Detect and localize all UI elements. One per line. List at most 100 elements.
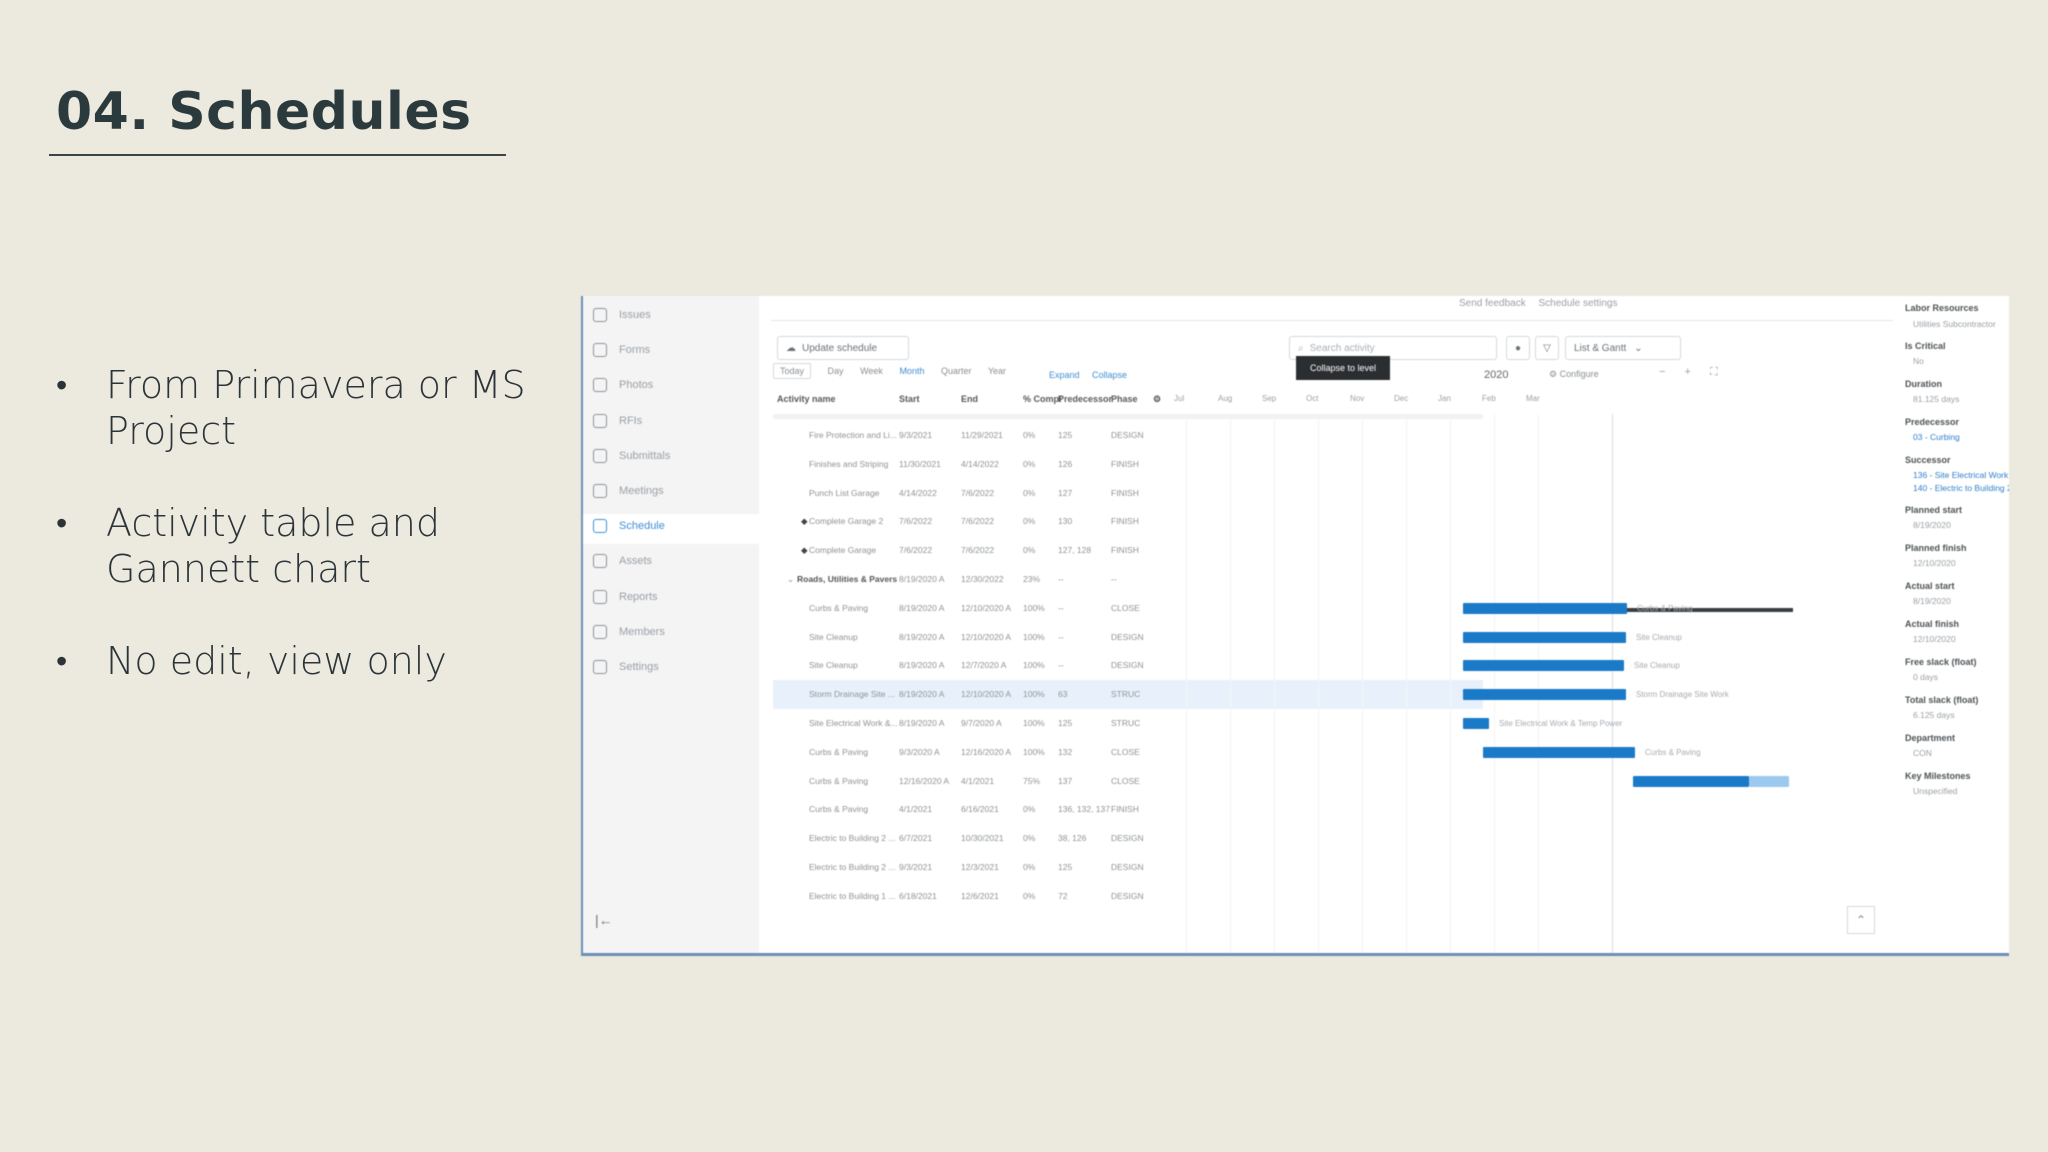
sidebar-item-assets[interactable]: Assets xyxy=(593,550,652,572)
cell-start: 12/16/2020 A xyxy=(899,775,950,786)
tab-day[interactable]: Day xyxy=(827,366,844,376)
cell-pred: 136, 132, 137 xyxy=(1058,804,1110,815)
cell-name: Complete Garage 2 xyxy=(809,516,884,527)
table-row[interactable]: Electric to Building 2 ... 6/7/2021 10/30/… xyxy=(773,824,1483,853)
table-header: Activity name Start End % Compl Predeces… xyxy=(773,390,1163,410)
expand-button[interactable]: Expand xyxy=(1049,370,1080,380)
table-row[interactable]: Fire Protection and Li... 9/3/2021 11/29/2… xyxy=(773,421,1483,450)
col-end[interactable]: End xyxy=(961,394,978,404)
sidebar-item-reports[interactable]: Reports xyxy=(593,586,658,608)
tab-week[interactable]: Week xyxy=(860,366,883,376)
gantt-bar[interactable] xyxy=(1633,775,1749,787)
schedule-icon xyxy=(593,519,607,534)
tooltip: Collapse to level xyxy=(1296,356,1390,380)
sidebar-item-photos[interactable]: Photos xyxy=(593,374,653,396)
configure-button[interactable]: ⚙ Configure xyxy=(1549,369,1599,380)
sidebar-item-settings[interactable]: Settings xyxy=(593,656,659,678)
cell-name: Curbs & Paving xyxy=(809,602,869,613)
table-row[interactable]: Site Electrical Work &... 8/19/2020 A 9/7/… xyxy=(773,709,1483,738)
schedule-settings-link[interactable]: Schedule settings xyxy=(1538,298,1618,309)
cell-name: Fire Protection and Li... xyxy=(809,430,897,440)
table-row[interactable]: Curbs & Paving 4/1/2021 6/16/2021 0% 136, 13… xyxy=(773,795,1483,824)
table-row[interactable]: Storm Drainage Site ... 8/19/2020 A 12/10/… xyxy=(773,680,1483,710)
table-row[interactable]: Finishes and Striping 11/30/2021 4/14/2022… xyxy=(773,450,1483,479)
cell-pred: 125 xyxy=(1058,430,1073,440)
sidebar-item-members[interactable]: Members xyxy=(593,621,665,643)
sidebar-item-rfis[interactable]: RFIs xyxy=(593,410,642,432)
table-row[interactable]: Curbs & Paving 9/3/2020 A 12/16/2020 A 100%… xyxy=(773,738,1483,767)
cell-pred: -- xyxy=(1058,574,1064,584)
cell-phase: FINISH xyxy=(1111,516,1139,527)
month-label: Aug xyxy=(1218,394,1233,403)
successor-link-1[interactable]: 136 - Site Electrical Work & Temp Power xyxy=(1913,470,2009,480)
collapse-button[interactable]: Collapse xyxy=(1092,370,1128,380)
month-label: Sep xyxy=(1262,394,1277,403)
filter-person-icon[interactable]: ● xyxy=(1506,336,1530,360)
table-row[interactable]: Roads, Utilities & Pavers 8/19/2020 A 12/3… xyxy=(773,565,1483,594)
cell-phase: CLOSE xyxy=(1111,775,1140,786)
sidebar-item-label: Assets xyxy=(619,555,653,568)
col-activity-name[interactable]: Activity name xyxy=(777,394,836,404)
tab-year[interactable]: Year xyxy=(987,366,1007,376)
gantt-bar[interactable] xyxy=(1463,689,1626,701)
sidebar-item-schedule[interactable]: Schedule xyxy=(593,515,665,537)
zoom-controls[interactable]: − + ⛶ xyxy=(1659,366,1726,378)
collapse-sidebar-icon[interactable]: |← xyxy=(595,912,613,928)
cell-start: 8/19/2020 A xyxy=(899,631,945,642)
gantt-bar[interactable] xyxy=(1483,746,1635,758)
scroll-up-icon[interactable]: ⌃ xyxy=(1847,906,1875,934)
sidebar-item-forms[interactable]: Forms xyxy=(593,339,650,361)
col-predecessor[interactable]: Predecessor xyxy=(1058,394,1113,404)
bullet-text: Activity table and Gannett chart xyxy=(106,501,441,591)
table-row[interactable]: Site Cleanup 8/19/2020 A 12/10/2020 A 100% -… xyxy=(773,623,1483,652)
milestone-icon: ◆ xyxy=(801,516,808,527)
tab-today[interactable]: Today xyxy=(773,363,812,379)
month-gridline xyxy=(1406,414,1407,953)
table-row[interactable]: Complete Garage 2 7/6/2022 7/6/2022 0% 130 FI… xyxy=(773,507,1483,536)
sidebar-item-submittals[interactable]: Submittals xyxy=(593,445,670,467)
tab-quarter[interactable]: Quarter xyxy=(940,366,972,376)
gantt-bar[interactable] xyxy=(1463,718,1489,729)
configure-label: Configure xyxy=(1559,369,1599,379)
cell-pred: -- xyxy=(1058,660,1064,671)
cell-pred: 125 xyxy=(1058,862,1073,872)
sidebar-item-label: Forms xyxy=(619,344,651,357)
update-schedule-button[interactable]: ☁ Update schedule xyxy=(777,336,909,360)
sidebar-item-issues[interactable]: Issues xyxy=(593,304,651,326)
successor-link-2[interactable]: 140 - Electric to Building 2 Power Vault xyxy=(1913,483,2009,493)
col-phase[interactable]: Phase xyxy=(1111,394,1138,404)
table-row[interactable]: Curbs & Paving 8/19/2020 A 12/10/2020 A 100… xyxy=(773,594,1483,623)
gantt-year: 2020 xyxy=(1484,369,1509,381)
table-row[interactable]: Punch List Garage 4/14/2022 7/6/2022 0% 127 F… xyxy=(773,479,1483,508)
gantt-bar[interactable] xyxy=(1463,660,1624,672)
view-mode-select[interactable]: List & Gantt ⌄ xyxy=(1565,336,1681,360)
gantt-bar[interactable] xyxy=(1463,602,1627,614)
cell-phase: DESIGN xyxy=(1111,862,1144,872)
tab-month[interactable]: Month xyxy=(899,366,925,376)
cell-start: 7/6/2022 xyxy=(899,516,933,527)
col-pct-complete[interactable]: % Compl xyxy=(1023,394,1062,404)
cell-phase: DESIGN xyxy=(1111,890,1144,901)
table-row[interactable]: Electric to Building 2 ... 9/3/2021 12/3/2… xyxy=(773,853,1483,882)
table-row[interactable]: Complete Garage 7/6/2022 7/6/2022 0% 127, 12… xyxy=(773,536,1483,565)
table-row[interactable]: Electric to Building 1 ... 6/18/2021 12/6/… xyxy=(773,882,1483,911)
cell-phase: STRUC xyxy=(1111,718,1141,728)
send-feedback-link[interactable]: Send feedback xyxy=(1459,298,1526,309)
actual-finish-label: Actual finish xyxy=(1905,619,1960,629)
chevron-down-icon[interactable]: ⌄ xyxy=(787,574,795,584)
gantt-bar-label: Site Electrical Work & Temp Power xyxy=(1499,719,1623,728)
filter-icon[interactable]: ▽ xyxy=(1535,336,1559,360)
sidebar-item-meetings[interactable]: Meetings xyxy=(593,480,664,502)
cloud-icon: ☁ xyxy=(786,342,796,354)
cell-pred: 125 xyxy=(1058,718,1073,728)
cell-end: 12/30/2022 xyxy=(961,574,1004,584)
gantt-bar[interactable] xyxy=(1463,631,1626,643)
col-start[interactable]: Start xyxy=(899,394,920,404)
cell-name: Roads, Utilities & Pavers xyxy=(797,574,898,584)
column-settings-icon[interactable]: ⚙ xyxy=(1153,394,1162,404)
predecessor-link[interactable]: 03 - Curbing xyxy=(1913,432,1960,442)
table-row[interactable]: Curbs & Paving 12/16/2020 A 4/1/2021 75% 137… xyxy=(773,767,1483,796)
cell-name: Storm Drainage Site ... xyxy=(809,689,895,700)
table-row[interactable]: Site Cleanup 8/19/2020 A 12/7/2020 A 100% --… xyxy=(773,651,1483,680)
cell-pct: 0% xyxy=(1023,430,1036,440)
